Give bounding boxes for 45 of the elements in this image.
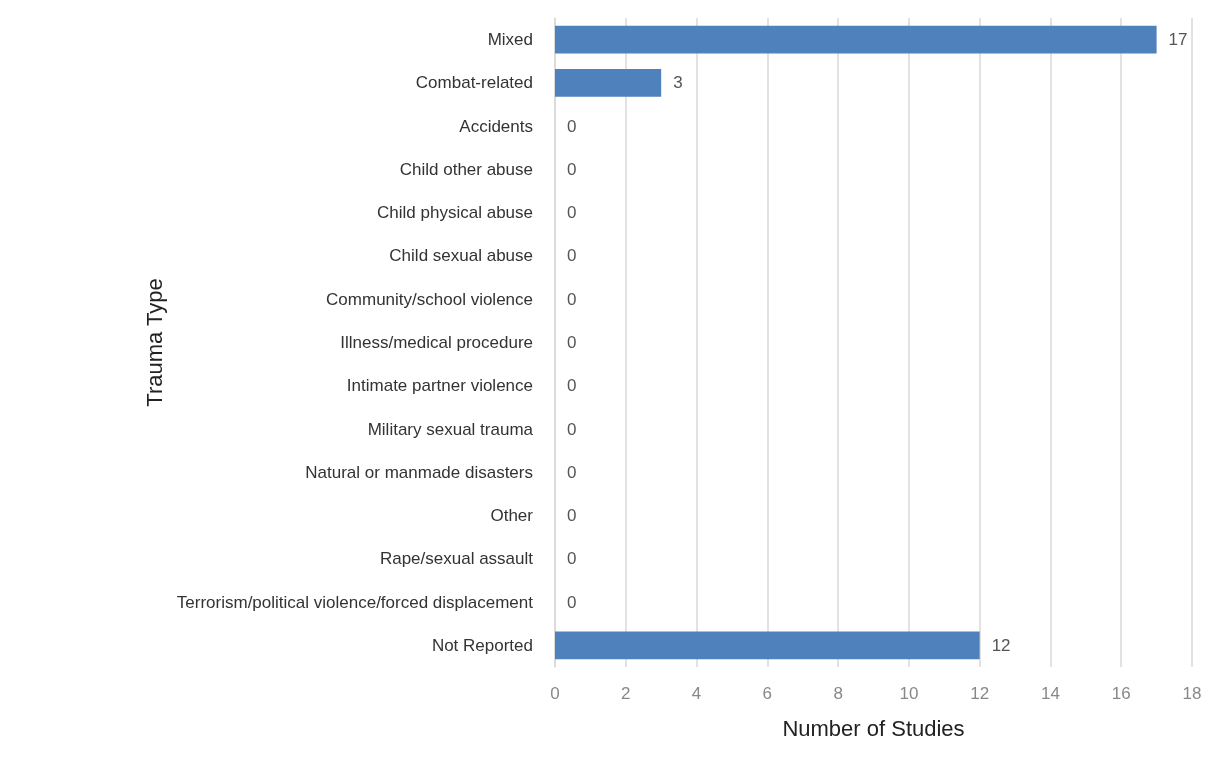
y-tick-label: Illness/medical procedure (340, 333, 533, 352)
x-tick-label: 16 (1111, 684, 1131, 703)
data-label: 3 (673, 73, 683, 93)
x-tick-label: 0 (550, 684, 560, 703)
data-label: 0 (567, 592, 577, 612)
y-axis-title: Trauma Type (142, 278, 168, 407)
y-tick-label: Mixed (487, 30, 533, 50)
data-label: 0 (567, 159, 577, 179)
y-tick-label: Military sexual trauma (367, 419, 534, 439)
bar (555, 631, 980, 660)
data-label: 0 (567, 419, 577, 439)
data-label: 17 (1168, 30, 1188, 50)
data-label: 0 (567, 549, 577, 569)
data-label: 0 (567, 116, 577, 136)
data-label: 0 (567, 333, 577, 352)
data-label: 0 (567, 246, 577, 266)
bar (555, 69, 662, 97)
x-tick-label: 6 (762, 684, 773, 703)
x-tick-label: 4 (691, 684, 702, 703)
x-tick-label: 8 (833, 684, 843, 703)
x-tick-label: 12 (970, 684, 990, 703)
x-tick-label: 14 (1040, 684, 1060, 703)
data-label: 0 (567, 506, 577, 526)
x-tick-label: 2 (621, 684, 631, 703)
y-tick-label: Child physical abuse (377, 203, 533, 223)
y-tick-label: Natural or manmade disasters (305, 462, 533, 482)
y-tick-label: Rape/sexual assault (379, 549, 534, 569)
y-tick-label: Intimate partner violence (346, 376, 533, 396)
bar (555, 25, 1157, 54)
y-tick-label: Child other abuse (399, 159, 533, 179)
y-tick-label: Child sexual abuse (389, 246, 533, 266)
data-label: 0 (567, 203, 577, 223)
x-tick-label: 10 (899, 684, 919, 703)
y-tick-label: Community/school violence (326, 289, 533, 309)
y-tick-label: Not Reported (431, 635, 533, 655)
data-label: 0 (567, 376, 577, 396)
y-tick-label: Other (490, 506, 534, 526)
data-label: 0 (567, 289, 577, 309)
data-label: 0 (567, 462, 577, 482)
x-tick-label: 18 (1182, 684, 1202, 703)
x-axis-title: Number of Studies (782, 715, 965, 741)
y-tick-label: Accidents (459, 116, 533, 136)
y-tick-label: Terrorism/political violence/forced displacement (176, 592, 534, 612)
data-label: 12 (991, 635, 1011, 655)
y-tick-label: Combat-related (415, 73, 533, 93)
